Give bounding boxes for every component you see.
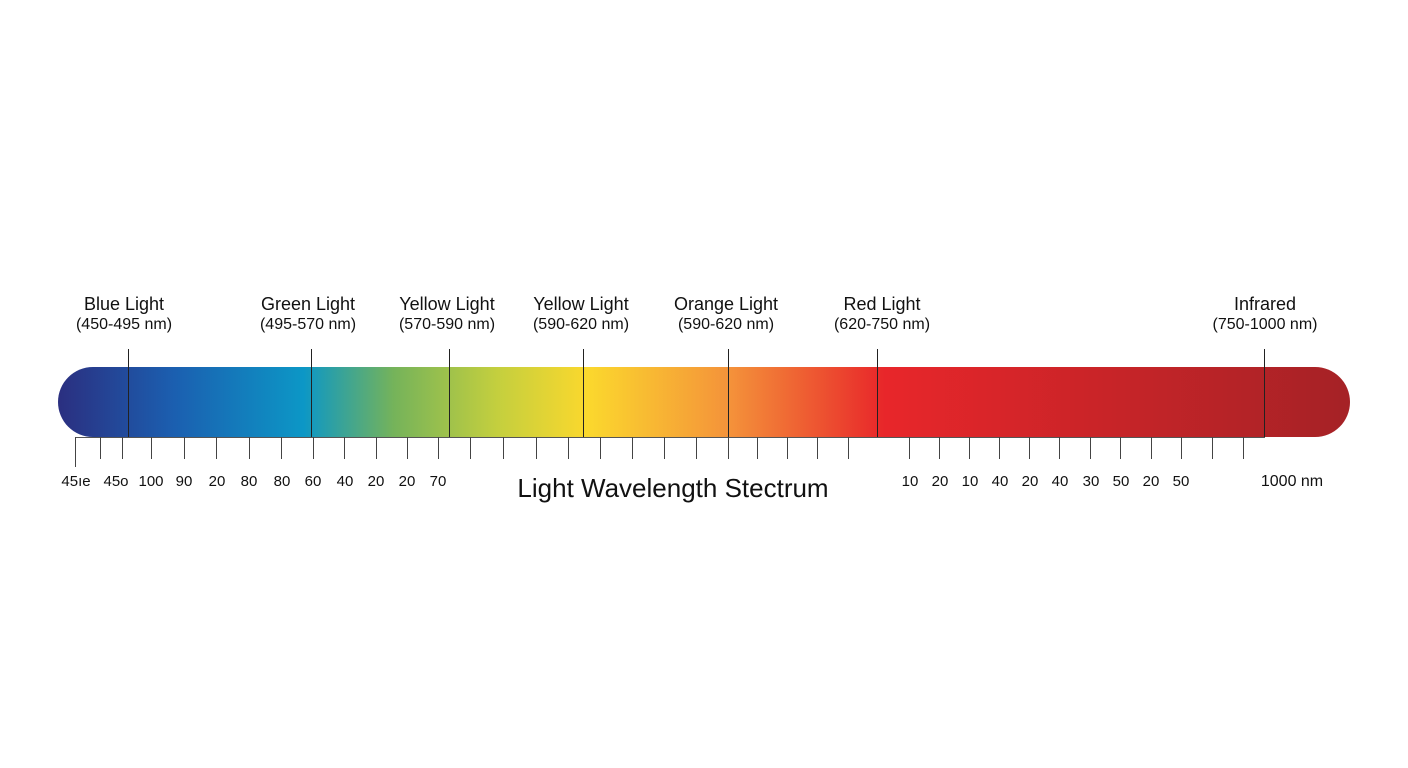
scale-tick <box>969 437 970 459</box>
band-divider <box>728 349 729 437</box>
scale-label: 45ıe <box>61 473 91 490</box>
scale-tick <box>939 437 940 459</box>
band-divider <box>128 349 129 437</box>
scale-tick <box>817 437 818 459</box>
scale-tick <box>438 437 439 459</box>
scale-tick <box>696 437 697 459</box>
scale-label: 40 <box>991 473 1009 490</box>
scale-label: 50 <box>1172 473 1190 490</box>
band-name: Yellow Light <box>533 294 629 314</box>
scale-tick <box>503 437 504 459</box>
band-label-yellow-2: Yellow Light (590-620 nm) <box>533 294 629 335</box>
scale-tick <box>600 437 601 459</box>
scale-tick <box>1243 437 1244 459</box>
scale-label: 80 <box>273 473 291 490</box>
scale-label: 20 <box>1142 473 1160 490</box>
scale-tick <box>1059 437 1060 459</box>
scale-label: 80 <box>240 473 258 490</box>
scale-tick <box>376 437 377 459</box>
scale-tick <box>632 437 633 459</box>
band-range: (590-620 nm) <box>532 316 630 333</box>
scale-tick <box>151 437 152 459</box>
scale-label: 100 <box>138 473 164 490</box>
scale-tick <box>100 437 101 459</box>
band-name: Infrared <box>1233 294 1297 314</box>
band-range: (750-1000 nm) <box>1212 316 1318 333</box>
scale-label: 60 <box>304 473 322 490</box>
band-divider <box>311 349 312 437</box>
band-range: (495-570 nm) <box>259 316 357 333</box>
band-name: Orange Light <box>673 294 779 314</box>
scale-tick <box>249 437 250 459</box>
band-label-red: Red Light (620-750 nm) <box>834 294 930 335</box>
scale-label: 10 <box>961 473 979 490</box>
scale-label: 30 <box>1082 473 1100 490</box>
band-range: (570-590 nm) <box>398 316 496 333</box>
band-label-green: Green Light (495-570 nm) <box>260 294 356 335</box>
band-divider <box>877 349 878 437</box>
scale-tick <box>1090 437 1091 459</box>
scale-label: 45o <box>103 473 129 490</box>
scale-tick <box>470 437 471 459</box>
diagram-title: Light Wavelength Stectrum <box>517 473 829 503</box>
scale-label: 20 <box>208 473 226 490</box>
band-range: (450-495 nm) <box>75 316 173 333</box>
band-name: Red Light <box>843 294 921 314</box>
scale-baseline <box>75 437 1265 438</box>
scale-tick <box>1120 437 1121 459</box>
scale-tick <box>1181 437 1182 459</box>
band-name: Yellow Light <box>399 294 495 314</box>
scale-tick <box>787 437 788 459</box>
scale-label: 20 <box>1021 473 1039 490</box>
scale-tick <box>1029 437 1030 459</box>
scale-tick <box>664 437 665 459</box>
scale-tick <box>1212 437 1213 459</box>
band-range: (590-620 nm) <box>677 316 775 333</box>
scale-label: 20 <box>398 473 416 490</box>
scale-label: 20 <box>367 473 385 490</box>
scale-tick <box>536 437 537 459</box>
scale-label: 90 <box>175 473 193 490</box>
scale-end-label: 1000 nm <box>1260 473 1324 490</box>
scale-tick <box>313 437 314 459</box>
scale-tick <box>407 437 408 459</box>
scale-tick <box>1151 437 1152 459</box>
band-range: (620-750 nm) <box>833 316 931 333</box>
scale-tick <box>281 437 282 459</box>
scale-label: 50 <box>1112 473 1130 490</box>
band-label-orange: Orange Light (590-620 nm) <box>674 294 778 335</box>
scale-label: 40 <box>1051 473 1069 490</box>
band-name: Green Light <box>260 294 356 314</box>
scale-tick <box>122 437 123 459</box>
scale-tick <box>728 437 729 459</box>
scale-tick <box>757 437 758 459</box>
band-divider <box>449 349 450 437</box>
scale-tick <box>75 437 76 467</box>
band-divider <box>1264 349 1265 437</box>
scale-tick <box>999 437 1000 459</box>
spectrum-bar <box>58 367 1350 437</box>
scale-tick <box>344 437 345 459</box>
scale-label: 40 <box>336 473 354 490</box>
band-name: Blue Light <box>83 294 165 314</box>
band-divider <box>583 349 584 437</box>
scale-tick <box>909 437 910 459</box>
scale-label: 20 <box>931 473 949 490</box>
scale-label: 10 <box>901 473 919 490</box>
scale-tick <box>848 437 849 459</box>
band-label-yellow-1: Yellow Light (570-590 nm) <box>399 294 495 335</box>
scale-tick <box>216 437 217 459</box>
scale-tick <box>184 437 185 459</box>
scale-label: 70 <box>429 473 447 490</box>
band-label-infrared: Infrared (750-1000 nm) <box>1213 294 1318 335</box>
band-label-blue: Blue Light (450-495 nm) <box>76 294 172 335</box>
scale-tick <box>568 437 569 459</box>
